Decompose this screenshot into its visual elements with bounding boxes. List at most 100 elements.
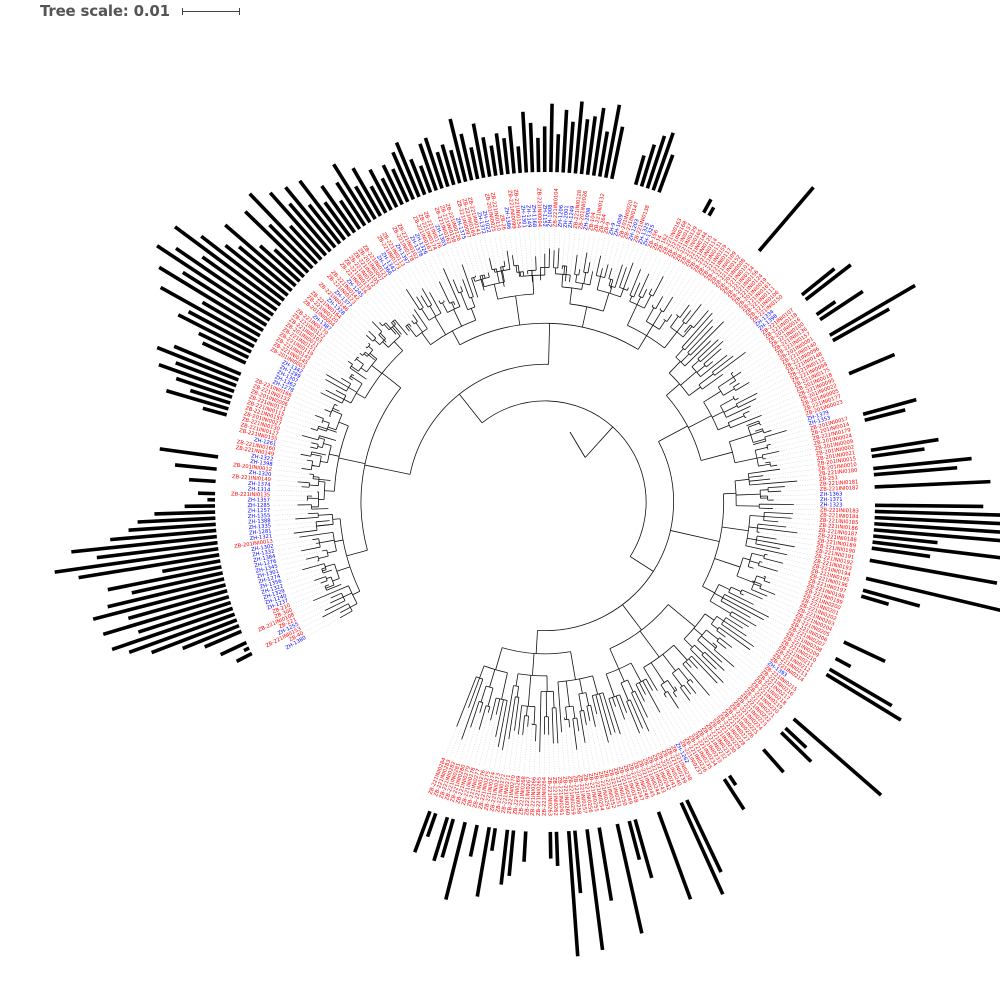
branch bbox=[592, 675, 599, 695]
leaf-guide bbox=[622, 244, 630, 265]
branch bbox=[535, 630, 538, 654]
leaf-label: ZH-1384 bbox=[253, 553, 277, 563]
branch-arc bbox=[440, 301, 445, 305]
leaf-bar bbox=[610, 126, 625, 180]
leaf-guide bbox=[305, 374, 337, 391]
leaf-bar bbox=[202, 406, 228, 417]
leaf-guide bbox=[310, 365, 327, 375]
leaf-guide bbox=[479, 238, 489, 273]
branch-arc bbox=[697, 629, 707, 641]
leaf-guide bbox=[523, 726, 528, 773]
branch bbox=[532, 653, 535, 676]
leaf-guide bbox=[759, 532, 814, 541]
leaf-bar bbox=[521, 111, 529, 173]
branch bbox=[627, 287, 629, 291]
branch bbox=[591, 695, 598, 715]
leaf-bar bbox=[235, 651, 253, 663]
leaf-label: ZB-221INI0104 bbox=[552, 187, 559, 227]
leaf-bar bbox=[248, 192, 319, 265]
leaf-bar bbox=[828, 667, 893, 708]
branch bbox=[471, 278, 479, 298]
branch bbox=[683, 684, 692, 695]
branch bbox=[691, 655, 718, 684]
branch bbox=[379, 322, 383, 327]
leaf-guide bbox=[529, 723, 533, 773]
branch-arc bbox=[739, 589, 743, 594]
branch bbox=[668, 361, 681, 374]
leaf-bar bbox=[174, 246, 275, 317]
branch bbox=[565, 266, 568, 282]
branch bbox=[712, 411, 724, 418]
branch bbox=[758, 565, 778, 572]
branch bbox=[717, 376, 734, 388]
leaf-bar bbox=[722, 778, 746, 811]
branch bbox=[327, 550, 337, 554]
branch bbox=[371, 321, 383, 332]
branch bbox=[318, 555, 329, 559]
branch bbox=[490, 697, 497, 721]
leaf-guide bbox=[275, 469, 310, 475]
leaf-guide bbox=[308, 617, 341, 636]
leaf-guide bbox=[733, 335, 760, 357]
branch bbox=[759, 587, 776, 595]
branch-arc bbox=[517, 673, 547, 677]
branch bbox=[416, 296, 424, 308]
branch-arc bbox=[555, 273, 571, 276]
leaf-guide bbox=[765, 449, 811, 459]
leaf-bar bbox=[54, 546, 219, 574]
branch bbox=[421, 308, 430, 321]
leaf-guide bbox=[396, 274, 407, 290]
branch bbox=[680, 353, 690, 363]
leaf-guide bbox=[361, 302, 380, 323]
leaf-guide bbox=[743, 594, 791, 618]
leaf-guide bbox=[746, 405, 799, 426]
branch bbox=[764, 511, 793, 515]
branch bbox=[460, 292, 469, 310]
leaf-guide bbox=[464, 712, 480, 761]
branch-arc bbox=[680, 684, 685, 688]
branch bbox=[322, 603, 349, 618]
leaf-guide bbox=[436, 253, 444, 269]
leaf-guide bbox=[765, 454, 812, 464]
leaf-guide bbox=[772, 508, 816, 510]
leaf-guide bbox=[321, 348, 367, 380]
leaf-guide bbox=[786, 526, 815, 531]
leaf-bar bbox=[181, 270, 268, 327]
leaf-guide bbox=[441, 251, 454, 280]
branch bbox=[329, 453, 340, 457]
branch bbox=[473, 277, 476, 282]
leaf-label: ZH-1261 bbox=[253, 437, 276, 448]
leaf-guide bbox=[291, 406, 316, 416]
branch bbox=[369, 352, 378, 360]
branch bbox=[759, 561, 763, 563]
branch bbox=[688, 658, 698, 669]
leaf-bar bbox=[549, 103, 554, 173]
leaf-guide bbox=[749, 364, 779, 383]
branch bbox=[663, 296, 674, 313]
leaf-label: ZH-1322 bbox=[251, 453, 274, 462]
leaf-guide bbox=[676, 280, 702, 315]
leaf-bar bbox=[154, 510, 216, 516]
leaf-guide bbox=[797, 479, 816, 482]
leaf-bar bbox=[874, 479, 991, 489]
branch bbox=[629, 556, 654, 572]
branch-arc bbox=[596, 275, 605, 278]
leaf-bar bbox=[288, 202, 332, 253]
branch bbox=[756, 575, 765, 580]
leaf-bar bbox=[874, 515, 1000, 526]
leaf-bar bbox=[573, 830, 583, 894]
branch-arc bbox=[346, 383, 352, 392]
branch bbox=[629, 269, 641, 296]
leaf-guide bbox=[465, 242, 476, 276]
branch bbox=[659, 320, 666, 330]
leaf-bar bbox=[335, 181, 367, 227]
leaf-guide bbox=[763, 469, 815, 476]
branch bbox=[733, 371, 742, 378]
leaf-bar bbox=[871, 546, 931, 559]
branch bbox=[608, 279, 612, 286]
leaf-bar bbox=[307, 203, 342, 245]
branch bbox=[313, 478, 331, 481]
leaf-guide bbox=[602, 238, 610, 269]
branch bbox=[638, 682, 646, 695]
leaf-guide bbox=[750, 617, 782, 636]
